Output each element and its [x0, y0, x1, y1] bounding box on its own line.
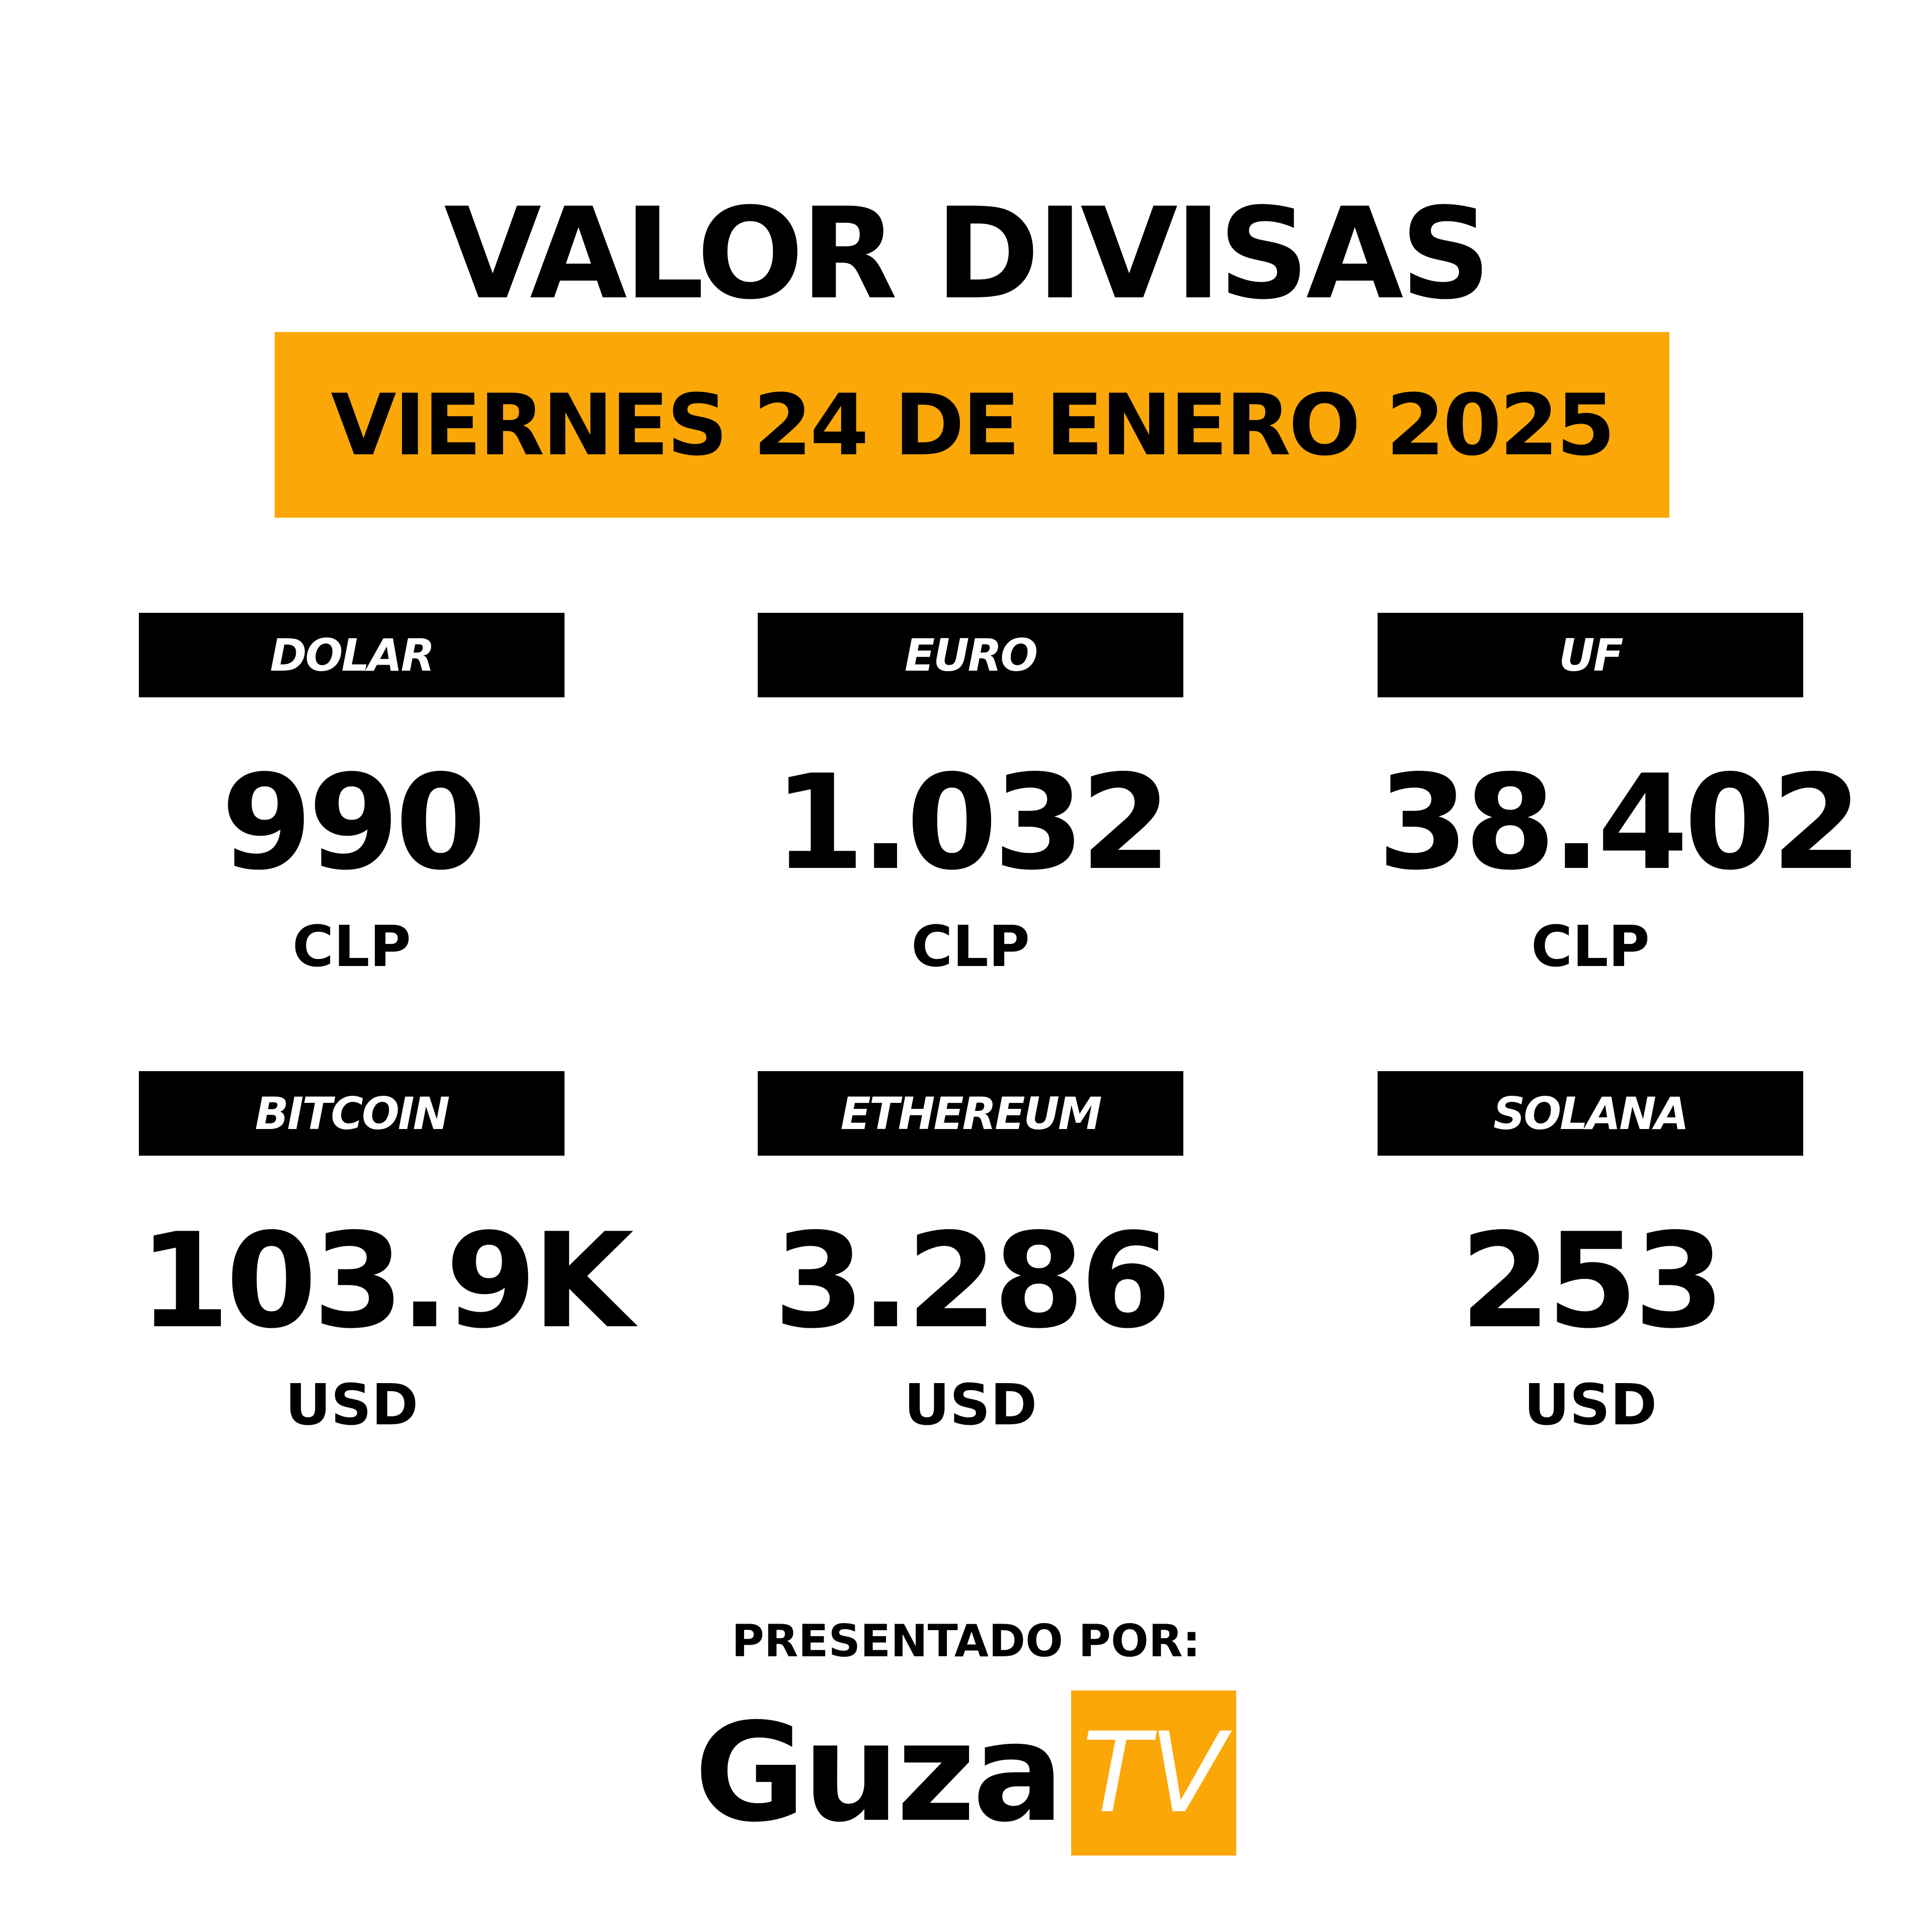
logo-badge: TV — [1071, 1690, 1237, 1856]
logo-text: Guza — [694, 1694, 1064, 1852]
rate-label: UF — [1378, 613, 1803, 697]
rate-unit: CLP — [292, 914, 411, 980]
rate-unit: USD — [285, 1373, 419, 1438]
rate-card: ETHEREUM 3.286 USD — [758, 1071, 1183, 1433]
rate-label: ETHEREUM — [758, 1071, 1183, 1156]
rate-card: DOLAR 990 CLP — [139, 613, 565, 975]
rate-card: EURO 1.032 CLP — [758, 613, 1183, 975]
logo: Guza TV — [694, 1690, 1237, 1856]
rate-label: EURO — [758, 613, 1183, 697]
rate-value: 1.032 — [773, 747, 1171, 899]
rate-unit: USD — [904, 1373, 1037, 1438]
rate-label: DOLAR — [139, 613, 565, 697]
rate-unit: CLP — [911, 914, 1030, 980]
rate-value: 3.286 — [773, 1205, 1171, 1357]
rate-card: SOLANA 253 USD — [1378, 1071, 1803, 1433]
rate-unit: CLP — [1531, 914, 1650, 980]
presented-by: PRESENTADO POR: — [732, 1615, 1200, 1667]
rate-card: BITCOIN 103.9K USD — [139, 1071, 634, 1438]
date-banner: VIERNES 24 DE ENERO 2025 — [275, 332, 1669, 518]
rate-card: UF 38.402 CLP — [1378, 613, 1862, 980]
rate-value: 990 — [221, 747, 487, 899]
rate-value: 38.402 — [1378, 747, 1862, 899]
rate-unit: USD — [1523, 1373, 1657, 1438]
rate-value: 253 — [1460, 1205, 1725, 1357]
rate-label: SOLANA — [1378, 1071, 1803, 1156]
rate-value: 103.9K — [139, 1205, 634, 1357]
date: VIERNES 24 DE ENERO 2025 — [331, 375, 1616, 474]
title: VALOR DIVISAS — [444, 181, 1491, 327]
rate-label: BITCOIN — [139, 1071, 565, 1156]
